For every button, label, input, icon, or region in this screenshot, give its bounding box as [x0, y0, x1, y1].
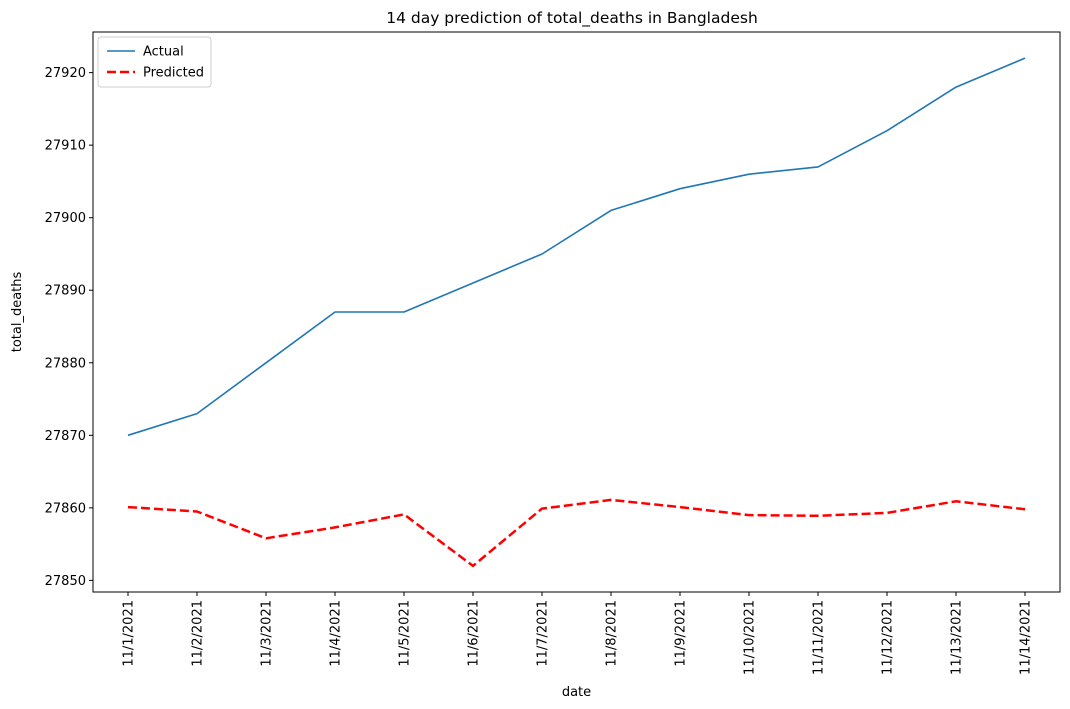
x-tick-label: 11/1/2021 — [122, 600, 137, 667]
x-tick-label: 11/10/2021 — [743, 600, 758, 675]
y-tick-label: 27890 — [45, 284, 86, 299]
x-axis: 11/1/2021 11/2/2021 11/3/2021 11/4/2021 11/5… — [122, 592, 1034, 675]
y-tick-label: 27860 — [45, 501, 86, 516]
y-axis-title: total_deaths — [10, 272, 25, 353]
series-line-actual — [127, 57, 1026, 437]
y-tick-label: 27920 — [45, 66, 86, 81]
plot-area — [127, 57, 1026, 568]
x-axis-title: date — [562, 685, 591, 700]
x-tick-label: 11/3/2021 — [260, 600, 275, 667]
x-tick-label: 11/9/2021 — [674, 600, 689, 667]
x-tick-label: 11/2/2021 — [191, 600, 206, 667]
x-tick-label: 11/12/2021 — [881, 600, 896, 675]
legend: Actual Predicted — [97, 36, 212, 88]
y-tick-label: 27880 — [45, 356, 86, 371]
y-tick-label: 27870 — [45, 429, 86, 444]
x-tick-label: 11/6/2021 — [467, 600, 482, 667]
y-tick-label: 27900 — [45, 211, 86, 226]
legend-box — [97, 36, 212, 88]
legend-label-predicted: Predicted — [143, 66, 204, 81]
legend-label-actual: Actual — [143, 45, 184, 60]
x-tick-label: 11/14/2021 — [1019, 600, 1034, 675]
y-tick-label: 27910 — [45, 139, 86, 154]
x-tick-label: 11/7/2021 — [536, 600, 551, 667]
y-axis: 27850 27860 27870 27880 27890 27900 27910 27920 — [45, 66, 93, 589]
x-tick-label: 11/4/2021 — [329, 600, 344, 667]
series-line-predicted — [127, 498, 1026, 568]
x-tick-label: 11/5/2021 — [398, 600, 413, 667]
x-tick-label: 11/11/2021 — [812, 600, 827, 675]
axes-frame — [92, 31, 1061, 593]
chart-title: 14 day prediction of total_deaths in Ban… — [386, 9, 758, 28]
x-tick-label: 11/13/2021 — [950, 600, 965, 675]
x-tick-label: 11/8/2021 — [605, 600, 620, 667]
y-tick-label: 27850 — [45, 574, 86, 589]
